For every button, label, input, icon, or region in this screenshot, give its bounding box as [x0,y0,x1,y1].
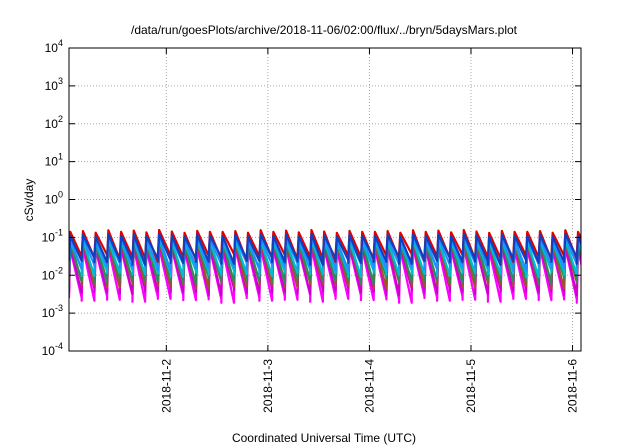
y-tick-label: 10-3 [42,303,63,320]
x-tick-label: 2018-11-5 [464,359,478,413]
y-tick-label: 100 [45,190,63,207]
series-line [69,245,581,304]
y-tick-label: 101 [45,152,63,169]
y-tick-label: 104 [45,38,63,55]
x-tick-label: 2018-11-3 [261,359,275,413]
chart-title: /data/run/goesPlots/archive/2018-11-06/0… [131,23,518,37]
grid [69,48,581,351]
series-line [69,238,581,279]
x-tick-label: 2018-11-6 [566,359,580,413]
y-tick-label: 10-1 [42,227,63,244]
x-axis-label: Coordinated Universal Time (UTC) [232,431,416,445]
x-axis: 2018-11-2 2018-11-3 2018-11-4 2018-11-5 2018… [159,359,579,413]
x-tick-label: 2018-11-2 [159,359,173,413]
y-tick-label: 103 [45,76,63,93]
x-tick-label: 2018-11-4 [362,359,376,413]
axis-ticks [69,47,581,352]
y-tick-label: 10-4 [42,341,63,358]
series-line [69,232,581,267]
series-line [69,236,581,272]
series-group [69,228,581,304]
y-axis: 10-4 10-3 10-2 10-1 100 101 102 103 104 [42,38,63,358]
y-axis-label: cSv/day [22,179,36,222]
series-line [69,239,581,285]
y-tick-label: 10-2 [42,265,63,282]
series-line [69,242,581,297]
y-tick-label: 102 [45,114,63,131]
